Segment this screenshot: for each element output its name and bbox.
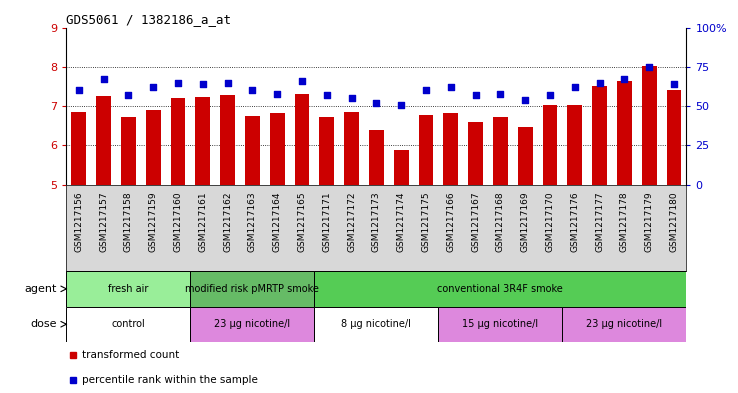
Bar [121,117,136,185]
Bar [245,116,260,185]
Text: GSM1217175: GSM1217175 [421,192,430,252]
Bar [542,105,557,185]
Text: GSM1217176: GSM1217176 [570,192,579,252]
Bar [493,117,508,185]
Bar [617,81,632,185]
Bar [72,112,86,185]
Point [321,92,333,98]
Text: GSM1217179: GSM1217179 [645,192,654,252]
Text: GSM1217161: GSM1217161 [199,192,207,252]
Text: GSM1217177: GSM1217177 [595,192,604,252]
Bar [294,94,309,185]
Bar [320,117,334,185]
Bar [314,271,686,307]
Bar [568,105,582,185]
Bar [642,66,657,185]
Bar [96,96,111,185]
Bar [66,271,190,307]
Text: transformed count: transformed count [82,350,179,360]
Bar [394,150,409,185]
Point [420,87,432,94]
Point [494,90,506,97]
Bar [314,307,438,342]
Point [618,76,630,83]
Text: GSM1217166: GSM1217166 [446,192,455,252]
Point [370,100,382,106]
Bar [344,112,359,185]
Bar [444,113,458,185]
Point [569,84,581,90]
Point [97,76,109,83]
Text: GSM1217157: GSM1217157 [99,192,108,252]
Point [668,81,680,87]
Point [520,97,531,103]
Text: GSM1217170: GSM1217170 [545,192,554,252]
Point [172,79,184,86]
Bar [438,307,562,342]
Text: GSM1217169: GSM1217169 [521,192,530,252]
Text: modified risk pMRTP smoke: modified risk pMRTP smoke [185,284,320,294]
Point [197,81,209,87]
Bar [562,307,686,342]
Point [221,79,233,86]
Text: GSM1217163: GSM1217163 [248,192,257,252]
Text: GSM1217167: GSM1217167 [471,192,480,252]
Text: 8 μg nicotine/l: 8 μg nicotine/l [342,319,411,329]
Text: percentile rank within the sample: percentile rank within the sample [82,375,258,385]
Point [644,64,655,70]
Point [73,87,85,94]
Text: conventional 3R4F smoke: conventional 3R4F smoke [438,284,563,294]
Text: GSM1217180: GSM1217180 [669,192,678,252]
Bar [146,110,161,185]
Bar [592,86,607,185]
Bar [220,95,235,185]
Text: GSM1217174: GSM1217174 [397,192,406,252]
Point [148,84,159,90]
Bar [369,130,384,185]
Text: GSM1217159: GSM1217159 [149,192,158,252]
Bar [190,307,314,342]
Bar [66,307,190,342]
Text: GSM1217178: GSM1217178 [620,192,629,252]
Text: GSM1217171: GSM1217171 [323,192,331,252]
Text: GSM1217160: GSM1217160 [173,192,182,252]
Text: dose: dose [30,319,57,329]
Bar [666,90,681,185]
Text: GSM1217168: GSM1217168 [496,192,505,252]
Text: GSM1217162: GSM1217162 [223,192,232,252]
Text: control: control [111,319,145,329]
Text: GSM1217158: GSM1217158 [124,192,133,252]
Bar [418,115,433,185]
Bar [518,127,533,185]
Text: fresh air: fresh air [108,284,148,294]
Point [296,78,308,84]
Bar [468,122,483,185]
Point [272,90,283,97]
Point [445,84,457,90]
Text: GSM1217165: GSM1217165 [297,192,306,252]
Text: GSM1217172: GSM1217172 [347,192,356,252]
Point [345,95,357,101]
Point [544,92,556,98]
Bar [190,271,314,307]
Text: 23 μg nicotine/l: 23 μg nicotine/l [586,319,663,329]
Text: GDS5061 / 1382186_a_at: GDS5061 / 1382186_a_at [66,13,232,26]
Point [246,87,258,94]
Point [396,101,407,108]
Text: GSM1217156: GSM1217156 [75,192,83,252]
Point [469,92,481,98]
Text: GSM1217164: GSM1217164 [273,192,282,252]
Text: 15 μg nicotine/l: 15 μg nicotine/l [462,319,539,329]
Point [593,79,605,86]
Bar [270,113,285,185]
Bar [196,97,210,185]
Text: GSM1217173: GSM1217173 [372,192,381,252]
Text: 23 μg nicotine/l: 23 μg nicotine/l [214,319,291,329]
Bar [170,98,185,185]
Point [123,92,134,98]
Text: agent: agent [24,284,57,294]
